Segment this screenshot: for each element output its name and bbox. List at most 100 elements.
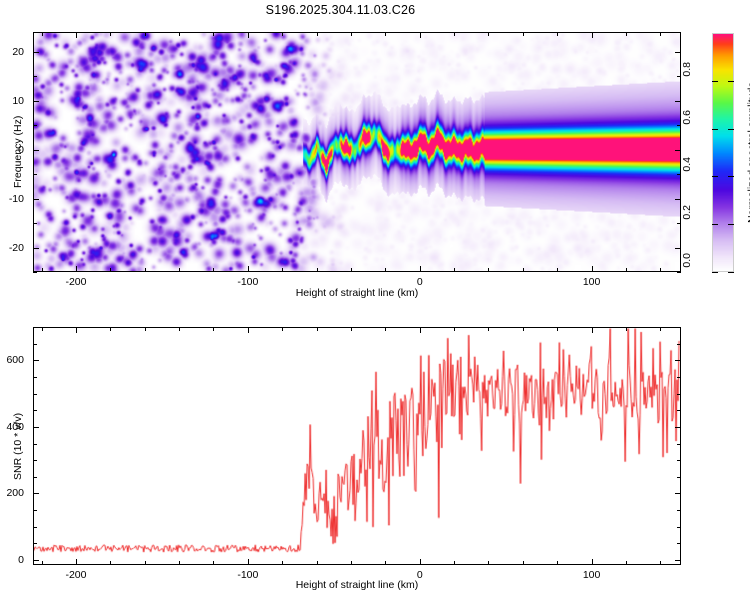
x-minor-tick xyxy=(454,561,456,565)
colorbar-tick xyxy=(712,176,718,178)
x-minor-tick xyxy=(557,268,559,272)
x-minor-tick xyxy=(110,268,112,272)
y-minor-tick xyxy=(677,327,681,328)
x-tick xyxy=(419,327,421,333)
x-minor-tick xyxy=(660,327,662,331)
y-tick xyxy=(33,247,39,249)
x-minor-tick xyxy=(179,561,181,565)
x-minor-tick xyxy=(557,327,559,331)
x-minor-tick xyxy=(625,327,627,331)
x-minor-tick xyxy=(41,268,43,272)
y-tick-label: 0 xyxy=(18,554,24,566)
y-minor-tick xyxy=(33,76,37,78)
colorbar-tick-label: 0.4 xyxy=(681,157,693,172)
y-tick xyxy=(33,493,39,495)
y-tick xyxy=(33,51,39,53)
spectrogram-y-axis-label: Frequency (Hz) xyxy=(12,115,24,188)
y-minor-tick xyxy=(33,343,37,345)
snr-y-axis-label: SNR (10 * v/v) xyxy=(12,412,24,480)
x-minor-tick xyxy=(282,561,284,565)
x-tick-label: 0 xyxy=(416,276,423,288)
x-minor-tick xyxy=(213,327,215,331)
x-minor-tick xyxy=(282,268,284,272)
y-minor-tick xyxy=(677,526,681,528)
x-minor-tick xyxy=(385,268,387,272)
y-tick xyxy=(33,360,39,362)
colorbar-tick-label: 0.8 xyxy=(681,61,693,77)
y-minor-tick xyxy=(33,443,37,445)
x-minor-tick xyxy=(316,561,318,565)
colorbar-tick-label: 0.2 xyxy=(681,205,693,220)
x-minor-tick xyxy=(41,32,43,36)
y-tick xyxy=(33,426,39,428)
x-tick xyxy=(591,327,593,333)
x-minor-tick xyxy=(41,327,43,331)
spectrogram-panel xyxy=(33,32,681,272)
x-minor-tick xyxy=(316,32,318,36)
x-tick xyxy=(247,559,249,565)
y-minor-tick xyxy=(33,476,37,478)
x-minor-tick xyxy=(385,561,387,565)
x-minor-tick xyxy=(179,268,181,272)
x-tick xyxy=(75,266,77,272)
y-minor-tick xyxy=(677,443,681,445)
x-minor-tick xyxy=(625,561,627,565)
colorbar-tick xyxy=(712,128,718,130)
y-minor-tick xyxy=(677,393,681,395)
x-minor-tick xyxy=(625,268,627,272)
x-minor-tick xyxy=(522,327,524,331)
x-minor-tick xyxy=(213,268,215,272)
x-minor-tick xyxy=(660,32,662,36)
x-minor-tick xyxy=(213,561,215,565)
x-tick xyxy=(419,266,421,272)
x-minor-tick xyxy=(522,268,524,272)
x-minor-tick xyxy=(488,561,490,565)
y-tick-label: 600 xyxy=(6,354,24,367)
x-minor-tick xyxy=(282,327,284,331)
x-minor-tick xyxy=(660,268,662,272)
colorbar-tick xyxy=(728,80,734,82)
x-minor-tick xyxy=(350,268,352,272)
colorbar-tick-label: 0.0 xyxy=(681,253,693,268)
colorbar-tick xyxy=(712,224,718,226)
x-tick xyxy=(75,32,77,38)
x-minor-tick xyxy=(350,327,352,331)
y-tick xyxy=(675,100,681,102)
spectrogram-image xyxy=(34,33,680,271)
x-tick-label: -200 xyxy=(65,276,87,288)
x-minor-tick xyxy=(144,268,146,272)
y-tick-label: -20 xyxy=(8,241,24,254)
y-tick xyxy=(675,149,681,151)
colorbar xyxy=(712,33,734,272)
x-tick xyxy=(75,559,77,565)
x-minor-tick xyxy=(522,561,524,565)
y-tick-label: 200 xyxy=(6,487,24,500)
colorbar-tick xyxy=(728,272,734,273)
x-minor-tick xyxy=(557,32,559,36)
x-minor-tick xyxy=(179,327,181,331)
x-tick xyxy=(419,559,421,565)
colorbar-tick xyxy=(712,80,718,82)
x-minor-tick xyxy=(522,32,524,36)
y-minor-tick xyxy=(677,76,681,78)
colorbar-tick xyxy=(728,128,734,130)
x-minor-tick xyxy=(454,32,456,36)
y-minor-tick xyxy=(33,410,37,412)
y-tick xyxy=(675,51,681,53)
y-minor-tick xyxy=(677,460,681,462)
x-tick xyxy=(419,32,421,38)
x-minor-tick xyxy=(350,561,352,565)
y-tick xyxy=(675,426,681,428)
y-tick xyxy=(33,198,39,200)
snr-line-plot xyxy=(34,328,680,564)
x-minor-tick xyxy=(625,32,627,36)
x-minor-tick xyxy=(350,32,352,36)
y-minor-tick xyxy=(33,174,37,176)
x-minor-tick xyxy=(488,32,490,36)
colorbar-tick xyxy=(712,272,718,273)
y-tick-label: 400 xyxy=(6,420,24,433)
x-minor-tick xyxy=(454,268,456,272)
y-minor-tick xyxy=(33,376,37,378)
x-minor-tick xyxy=(110,327,112,331)
colorbar-gradient xyxy=(712,33,734,272)
